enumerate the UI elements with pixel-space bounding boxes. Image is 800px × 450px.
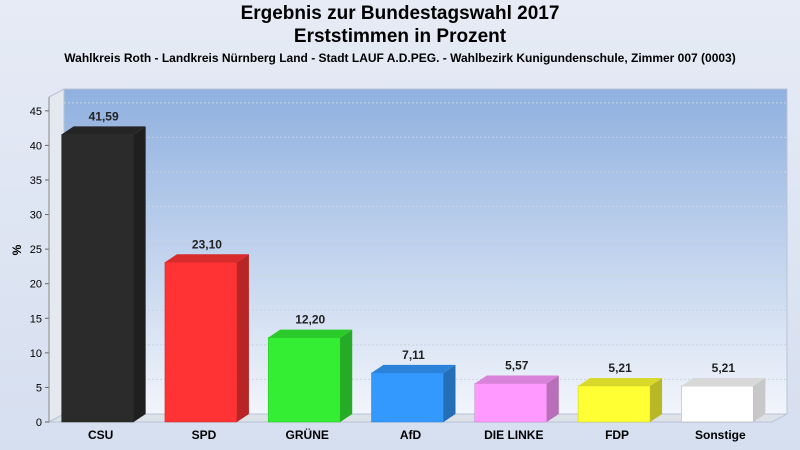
chart-title-block: Ergebnis zur Bundestagswahl 2017 Erststi… xyxy=(0,2,800,65)
bar-side xyxy=(236,254,249,422)
bar-csu xyxy=(61,126,146,423)
data-label: 12,20 xyxy=(295,313,325,327)
x-tick-label: Sonstige xyxy=(695,428,746,442)
chart-subtitle: Wahlkreis Roth - Landkreis Nürnberg Land… xyxy=(64,51,736,65)
y-tick-label: 10 xyxy=(30,348,42,360)
bar-front xyxy=(577,385,651,423)
bar-fdp xyxy=(577,377,663,423)
bar-front xyxy=(61,134,134,423)
bar-top xyxy=(681,377,766,386)
bar-side xyxy=(340,329,353,422)
bar-spd xyxy=(164,254,249,423)
y-tick-label: 15 xyxy=(30,313,42,325)
bar-top xyxy=(371,364,456,373)
x-tick-label: CSU xyxy=(88,428,113,442)
bar-side xyxy=(133,126,146,422)
y-tick-label: 20 xyxy=(30,279,42,291)
y-tick-label: 30 xyxy=(30,210,42,222)
bar-front xyxy=(164,262,238,423)
x-tick-label: FDP xyxy=(605,428,629,442)
bar-front xyxy=(474,383,548,423)
y-tick-label: 0 xyxy=(36,417,42,429)
bar-top xyxy=(61,126,146,135)
bar-front xyxy=(267,337,341,423)
y-tick-label: 25 xyxy=(30,244,42,256)
data-label: 7,11 xyxy=(402,348,425,362)
data-label: 5,57 xyxy=(505,358,529,372)
bar-afd xyxy=(371,364,456,423)
chart-title-second-line: Erststimmen in Prozent xyxy=(293,26,507,47)
bar-side xyxy=(546,375,559,422)
x-tick-label: GRÜNE xyxy=(286,427,329,442)
bar-top xyxy=(474,375,559,384)
bar-side xyxy=(443,364,456,422)
bar-front xyxy=(681,385,754,423)
bar-top xyxy=(164,254,249,263)
bar-sonstige xyxy=(681,377,766,423)
bar-front xyxy=(371,372,444,423)
x-tick-label: AfD xyxy=(400,428,422,442)
bar-die-linke xyxy=(474,375,559,423)
bar-top xyxy=(578,377,663,386)
data-label: 23,10 xyxy=(192,237,222,251)
bar-side xyxy=(650,377,663,422)
x-tick-label: DIE LINKE xyxy=(484,428,543,442)
data-label: 5,21 xyxy=(712,361,736,375)
y-tick-label: 45 xyxy=(30,106,42,118)
x-tick-label: SPD xyxy=(192,428,217,442)
y-tick-label: 35 xyxy=(30,175,42,187)
chart-title: Ergebnis zur Bundestagswahl 2017 xyxy=(240,3,560,24)
bar-grüne xyxy=(267,329,353,423)
y-tick-label: 40 xyxy=(30,140,42,152)
y-tick-label: 5 xyxy=(36,382,42,394)
bar-side xyxy=(753,377,766,422)
data-label: 5,21 xyxy=(608,361,632,375)
y-axis-label: % xyxy=(10,244,24,255)
data-label: 41,59 xyxy=(89,109,119,123)
bar-top xyxy=(268,329,353,338)
